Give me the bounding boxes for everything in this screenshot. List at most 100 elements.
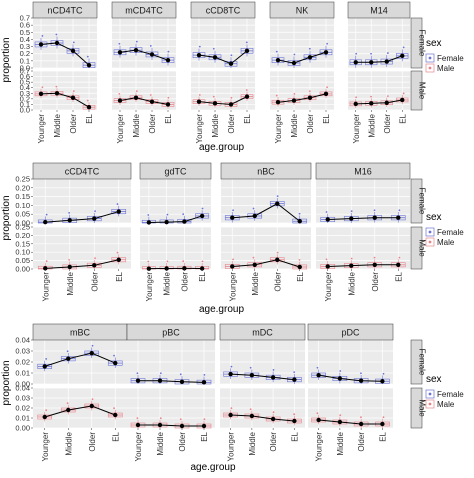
mean-point bbox=[157, 422, 163, 428]
data-point bbox=[147, 214, 150, 216]
data-point bbox=[116, 251, 119, 254]
x-tick-label: EL bbox=[322, 113, 331, 123]
mean-point bbox=[135, 422, 141, 428]
data-point bbox=[198, 45, 201, 48]
data-point bbox=[179, 418, 182, 421]
data-point bbox=[326, 86, 329, 89]
data-point bbox=[316, 412, 319, 415]
mean-point bbox=[117, 98, 123, 103]
legend-key-dot bbox=[428, 230, 432, 234]
series-line-male bbox=[277, 93, 327, 103]
x-tick-label: Older bbox=[90, 272, 99, 292]
mean-point bbox=[384, 100, 389, 105]
panel-background bbox=[33, 71, 97, 110]
panel-background bbox=[33, 18, 97, 68]
x-tick-label: Older bbox=[273, 272, 282, 292]
mean-point bbox=[149, 52, 155, 57]
y-tick-label: 0.0 bbox=[20, 64, 30, 73]
legend-label: Male bbox=[437, 400, 455, 409]
facet-title: mDC bbox=[252, 328, 273, 338]
data-point bbox=[136, 417, 139, 420]
data-point bbox=[272, 369, 275, 371]
data-point bbox=[232, 258, 234, 261]
data-point bbox=[298, 212, 301, 215]
mean-point bbox=[38, 91, 44, 97]
row-strip-label: Male bbox=[418, 239, 427, 257]
data-point bbox=[72, 90, 75, 93]
facet-title: cCD4TC bbox=[65, 167, 100, 177]
x-tick-label: Middle bbox=[251, 271, 260, 295]
mean-point bbox=[199, 266, 205, 271]
data-point bbox=[370, 95, 372, 98]
mean-point bbox=[113, 412, 118, 418]
data-point bbox=[55, 85, 58, 88]
mean-point bbox=[307, 95, 313, 100]
series-line-female bbox=[148, 215, 203, 223]
x-axis-title: age.group bbox=[199, 142, 244, 153]
row-strip bbox=[410, 17, 423, 69]
x-tick-label: Middle bbox=[248, 431, 257, 455]
data-point bbox=[373, 256, 376, 259]
data-point bbox=[230, 365, 233, 368]
mean-point bbox=[337, 376, 343, 381]
data-point bbox=[350, 257, 353, 260]
series-line-female bbox=[45, 211, 119, 223]
mean-point bbox=[201, 380, 207, 385]
data-point bbox=[55, 33, 58, 36]
x-tick-label: Younger bbox=[228, 272, 237, 302]
mean-point bbox=[38, 42, 44, 47]
mean-point bbox=[212, 55, 218, 60]
x-tick-label: EL bbox=[296, 271, 305, 281]
y-tick-label: 0.4 bbox=[20, 83, 30, 92]
legend-label: Female bbox=[437, 228, 464, 237]
y-axis-title: proportion bbox=[1, 195, 12, 240]
legend-key-dot bbox=[428, 66, 432, 70]
data-point bbox=[113, 354, 115, 357]
data-point bbox=[275, 94, 278, 97]
data-point bbox=[45, 409, 48, 412]
y-tick-label: 0.01 bbox=[15, 414, 30, 423]
panel-background bbox=[33, 179, 131, 223]
y-tick-label: 0.25 bbox=[15, 223, 30, 232]
mean-point bbox=[353, 60, 358, 65]
data-point bbox=[166, 260, 169, 263]
data-point bbox=[179, 373, 182, 376]
mean-point bbox=[116, 209, 121, 214]
data-point bbox=[45, 260, 48, 263]
y-tick-label: 0.05 bbox=[15, 210, 30, 219]
x-tick-label: Younger bbox=[324, 272, 333, 302]
y-tick-label: 0.15 bbox=[15, 239, 30, 248]
series-line-female bbox=[277, 51, 327, 64]
data-point bbox=[41, 86, 44, 89]
data-point bbox=[298, 258, 301, 261]
x-tick-label: EL bbox=[394, 271, 403, 281]
data-point bbox=[86, 99, 89, 102]
mean-point bbox=[67, 264, 72, 270]
data-point bbox=[382, 416, 385, 419]
y-tick-label: 0.7 bbox=[20, 67, 30, 76]
facet-strip bbox=[139, 162, 212, 180]
data-point bbox=[166, 213, 169, 216]
mean-point bbox=[337, 419, 343, 425]
data-point bbox=[94, 210, 96, 213]
x-tick-label: Middle bbox=[290, 113, 299, 137]
x-tick-label: Older bbox=[148, 114, 157, 134]
y-tick-label: 0.03 bbox=[15, 394, 30, 403]
facet-title: M14 bbox=[370, 6, 388, 16]
data-point bbox=[230, 96, 233, 99]
facet-strip bbox=[32, 162, 132, 180]
mean-point bbox=[164, 219, 169, 225]
facet-title: pBC bbox=[162, 328, 180, 338]
legend-key-dot bbox=[428, 392, 432, 396]
x-tick-label: Younger bbox=[41, 432, 50, 462]
row-strip bbox=[410, 339, 423, 385]
x-tick-label: EL bbox=[398, 113, 407, 123]
mean-point bbox=[292, 418, 297, 424]
x-tick-label: Younger bbox=[227, 432, 236, 462]
x-tick-label: Middle bbox=[211, 113, 220, 137]
x-tick-label: Older bbox=[357, 432, 366, 452]
facet-strip bbox=[190, 1, 256, 19]
x-axis-title: age.group bbox=[199, 304, 244, 315]
